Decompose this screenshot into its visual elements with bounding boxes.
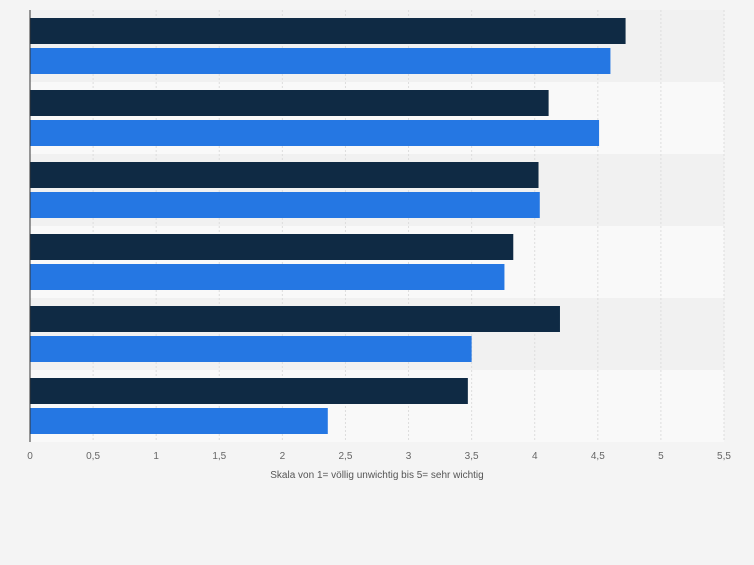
bars: [30, 18, 626, 434]
x-tick-label: 5,5: [717, 451, 731, 462]
x-tick-label: 5: [658, 451, 664, 462]
x-tick-label: 3,5: [465, 451, 479, 462]
x-tick-label: 3: [406, 451, 412, 462]
bar-series-1: [30, 90, 549, 116]
bar-series-2: [30, 264, 505, 290]
x-tick-label: 4,5: [591, 451, 605, 462]
bar-series-2: [30, 192, 540, 218]
bar-series-1: [30, 234, 514, 260]
x-tick-label: 1: [153, 451, 159, 462]
category-bands: [30, 10, 724, 442]
x-tick-label: 1,5: [212, 451, 226, 462]
x-axis-title: Skala von 1= völlig unwichtig bis 5= seh…: [270, 470, 483, 481]
bar-series-2: [30, 120, 600, 146]
bar-series-2: [30, 48, 611, 74]
bar-series-1: [30, 162, 539, 188]
bar-series-1: [30, 18, 626, 44]
x-tick-label: 2,5: [339, 451, 353, 462]
bar-series-2: [30, 336, 472, 362]
x-tick-label: 4: [532, 451, 538, 462]
bar-series-1: [30, 306, 560, 332]
bar-series-2: [30, 408, 328, 434]
x-tick-label: 0: [27, 451, 33, 462]
gridlines: [92, 10, 725, 442]
x-tick-label: 2: [280, 451, 286, 462]
x-tick-label: 0,5: [86, 451, 100, 462]
bar-series-1: [30, 378, 468, 404]
x-tick-labels: 0 0,5 1 1,5 2 2,5 3 3,5 4 4,5 5 5,5: [27, 451, 731, 462]
